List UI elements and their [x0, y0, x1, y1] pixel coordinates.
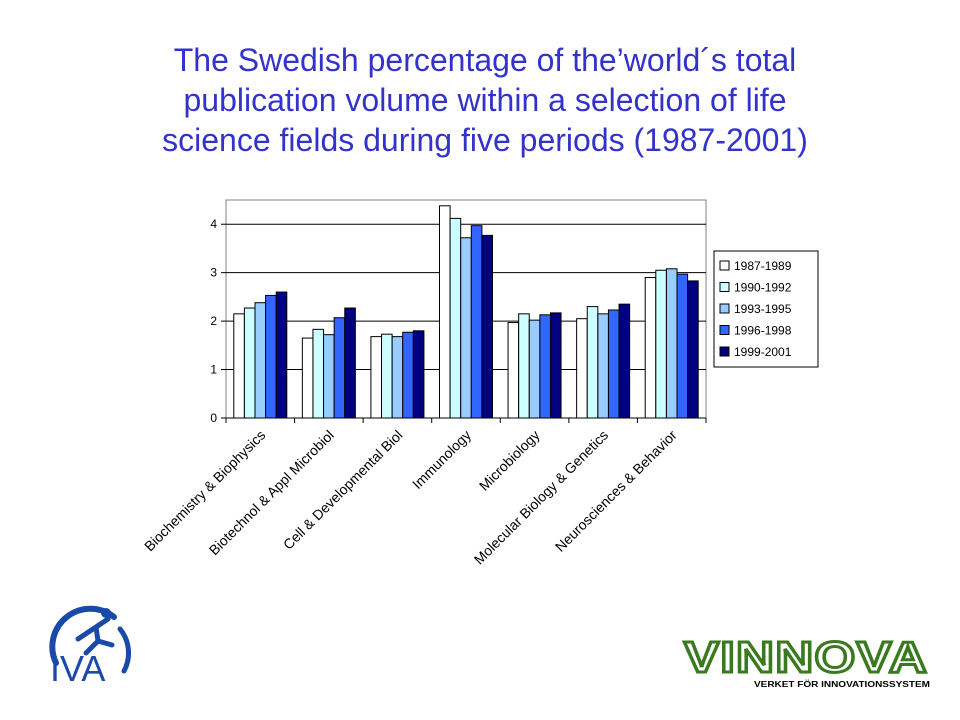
- legend: 1987-1989 1990-1992 1993-1995 1996-1998 1999…: [713, 250, 819, 368]
- bar: [381, 333, 393, 419]
- iva-logo-arc-right: [117, 626, 132, 674]
- iva-logo-figure-head: [101, 608, 111, 618]
- legend-swatch: [719, 260, 730, 271]
- bar: [597, 313, 609, 419]
- iva-logo-text: IVA: [50, 648, 105, 685]
- x-tick-label: Molecular Biology & Genetics: [471, 427, 612, 568]
- vinnova-logo-wordmark: VINNOVA: [684, 633, 928, 682]
- y-tick-label: 0: [210, 411, 217, 425]
- bar: [265, 294, 277, 419]
- x-tick-label: Biochemistry & Biophysics: [141, 427, 268, 554]
- bar: [518, 313, 530, 419]
- legend-label: 1996-1998: [734, 324, 792, 338]
- legend-label: 1987-1989: [734, 259, 792, 273]
- x-tick-label: Neurosciences & Behavior: [552, 427, 680, 555]
- bar: [391, 336, 404, 419]
- bar: [439, 205, 451, 419]
- vinnova-logo-tagline: VERKET FÖR INNOVATIONSSYSTEM: [754, 680, 930, 689]
- bar: [460, 237, 472, 419]
- bar: [449, 217, 462, 419]
- legend-swatch: [719, 346, 730, 357]
- bar: [586, 306, 599, 419]
- y-tick-label: 3: [210, 266, 217, 280]
- bar: [470, 225, 483, 419]
- bar: [607, 309, 620, 419]
- x-tick-label: Microbiology: [476, 427, 543, 494]
- legend-label: 1993-1995: [734, 302, 792, 316]
- slide-title-line: science fields during five periods (1987…: [162, 122, 808, 158]
- slide-title: The Swedish percentage of the’world´s to…: [60, 40, 910, 160]
- bar: [481, 234, 493, 419]
- bar: [576, 318, 588, 419]
- bar: [254, 302, 267, 419]
- legend-label: 1990-1992: [734, 281, 792, 295]
- bar: [549, 312, 562, 419]
- y-tick-label: 4: [210, 217, 217, 231]
- y-axis-ticks: 0 1 2 3 4: [210, 217, 226, 425]
- iva-logo-figure-body: [75, 616, 115, 656]
- bar: [528, 319, 541, 419]
- legend-swatch: [719, 282, 730, 292]
- bars: [233, 205, 699, 419]
- bar: [370, 336, 383, 419]
- bar: [665, 268, 678, 419]
- bar: [539, 314, 551, 419]
- legend-swatch: [719, 303, 730, 314]
- bar: [344, 307, 356, 419]
- y-tick-label: 1: [210, 363, 217, 377]
- slide-title-line: The Swedish percentage of the’world´s to…: [173, 42, 797, 78]
- bar: [323, 334, 335, 419]
- bar: [412, 330, 425, 419]
- bar: [233, 313, 245, 419]
- x-tick-label: Immunology: [409, 427, 474, 492]
- bar: [301, 337, 314, 419]
- legend-box: [713, 250, 819, 368]
- bar: [243, 307, 256, 419]
- bar: [333, 317, 346, 419]
- bar: [312, 328, 325, 419]
- bar: [618, 303, 631, 419]
- bar: [676, 273, 689, 419]
- iva-logo: IVA: [49, 605, 132, 685]
- x-tick-label: Biotechnol & Appl Microbiol: [206, 427, 337, 558]
- y-tick-label: 2: [210, 314, 217, 328]
- vinnova-logo: VINNOVA VERKET FÖR INNOVATIONSSYSTEM: [683, 632, 931, 690]
- bar: [687, 280, 699, 419]
- legend-swatch: [719, 325, 730, 335]
- x-tick-label: Cell & Developmental Biol: [280, 427, 406, 553]
- bar: [644, 277, 657, 419]
- bar: [507, 322, 520, 419]
- bar: [655, 269, 667, 419]
- slide-title-line: publication volume within a selection of…: [183, 82, 787, 118]
- bar: [275, 291, 288, 419]
- legend-label: 1999-2001: [734, 345, 792, 359]
- bar: [402, 331, 414, 419]
